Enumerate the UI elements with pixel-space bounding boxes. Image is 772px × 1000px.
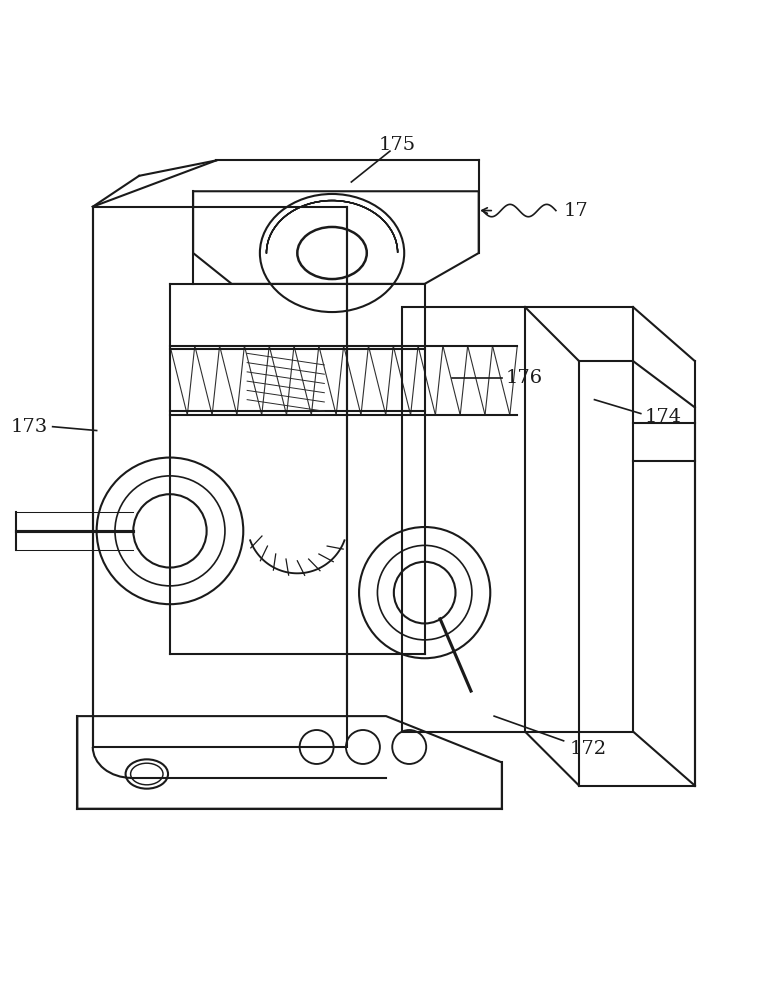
Text: 17: 17: [564, 202, 588, 220]
Text: 173: 173: [11, 418, 48, 436]
Text: 176: 176: [506, 369, 543, 387]
Text: 174: 174: [645, 408, 682, 426]
Text: 175: 175: [379, 136, 416, 154]
Text: 172: 172: [570, 740, 607, 758]
